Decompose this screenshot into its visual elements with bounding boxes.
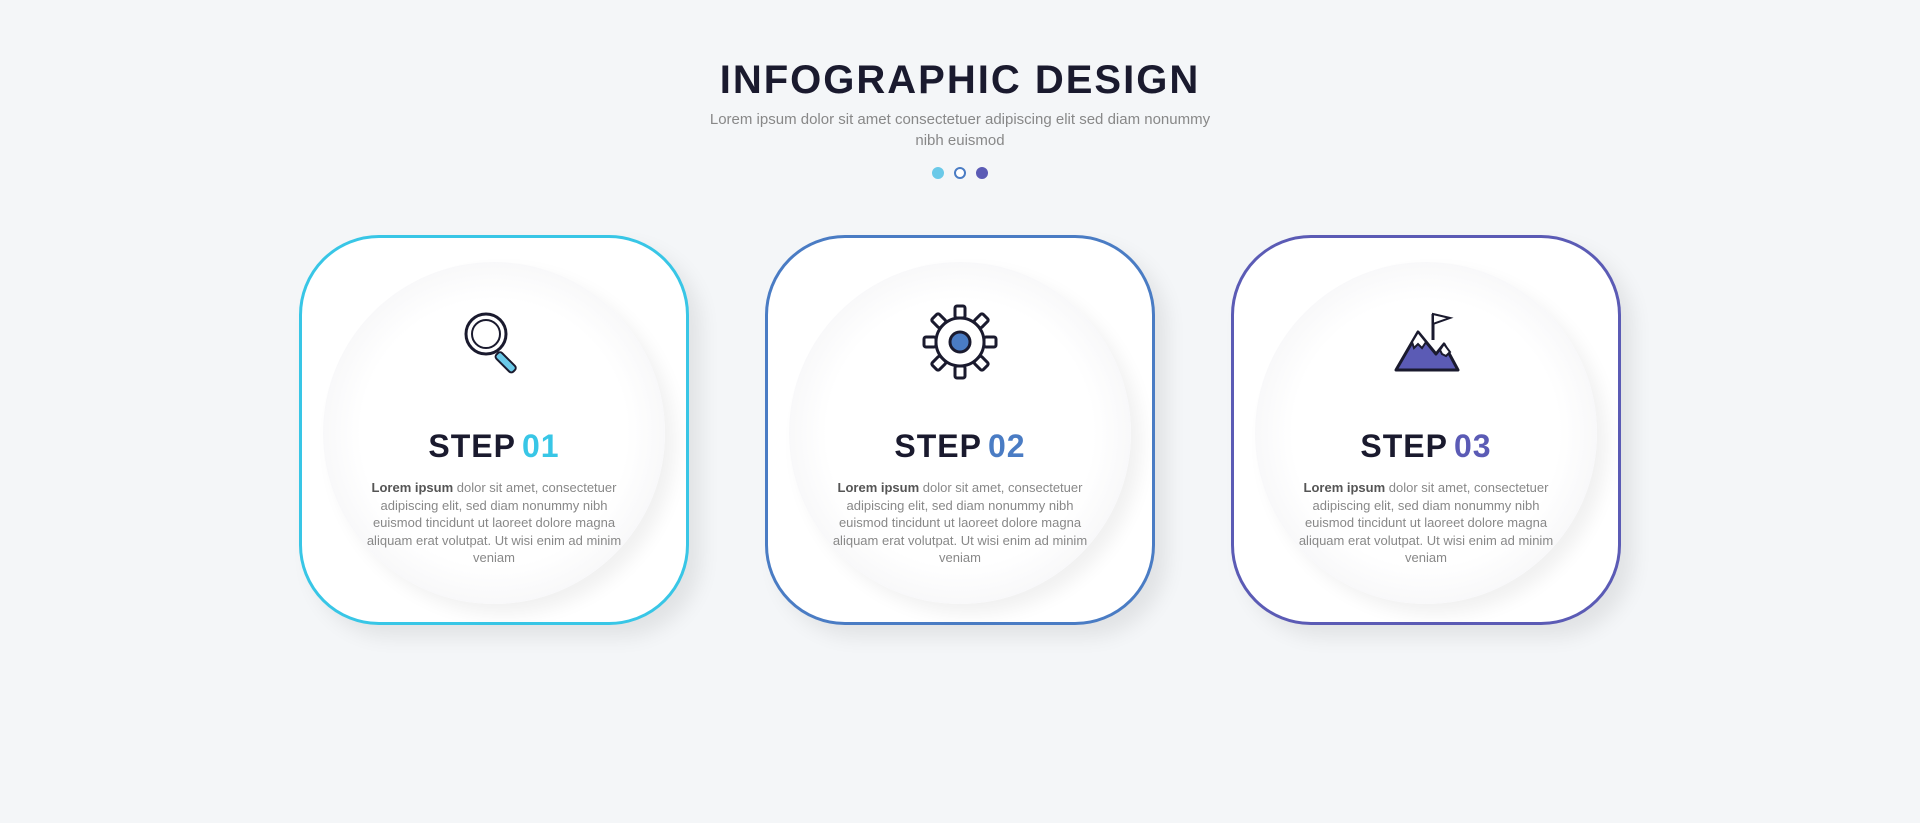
dot-2	[954, 167, 966, 179]
desc-lead: Lorem ipsum	[1304, 480, 1386, 495]
gear-icon	[922, 304, 998, 380]
step-number: 03	[1454, 428, 1492, 464]
dot-indicators	[932, 167, 988, 179]
step-number: 02	[988, 428, 1026, 464]
desc-lead: Lorem ipsum	[838, 480, 920, 495]
dot-1	[932, 167, 944, 179]
step-word: STEP	[894, 428, 982, 464]
magnifier-icon	[456, 304, 532, 380]
step-card-2: STEP02 Lorem ipsum dolor sit amet, conse…	[765, 235, 1155, 625]
mountain-flag-icon	[1388, 304, 1464, 380]
step-label: STEP03	[1360, 428, 1491, 465]
step-label: STEP01	[428, 428, 559, 465]
dot-3	[976, 167, 988, 179]
step-number: 01	[522, 428, 560, 464]
step-label: STEP02	[894, 428, 1025, 465]
step-word: STEP	[1360, 428, 1448, 464]
step-card-3: STEP03 Lorem ipsum dolor sit amet, conse…	[1231, 235, 1621, 625]
step-word: STEP	[428, 428, 516, 464]
page-title: INFOGRAPHIC DESIGN	[720, 58, 1200, 103]
step-description: Lorem ipsum dolor sit amet, consectetuer…	[830, 479, 1090, 567]
card-content: STEP02 Lorem ipsum dolor sit amet, conse…	[768, 238, 1152, 567]
step-description: Lorem ipsum dolor sit amet, consectetuer…	[364, 479, 624, 567]
page-subtitle: Lorem ipsum dolor sit amet consectetuer …	[700, 109, 1220, 151]
step-description: Lorem ipsum dolor sit amet, consectetuer…	[1296, 479, 1556, 567]
card-content: STEP03 Lorem ipsum dolor sit amet, conse…	[1234, 238, 1618, 567]
card-content: STEP01 Lorem ipsum dolor sit amet, conse…	[302, 238, 686, 567]
steps-container: STEP01 Lorem ipsum dolor sit amet, conse…	[299, 235, 1621, 625]
step-card-1: STEP01 Lorem ipsum dolor sit amet, conse…	[299, 235, 689, 625]
desc-lead: Lorem ipsum	[372, 480, 454, 495]
